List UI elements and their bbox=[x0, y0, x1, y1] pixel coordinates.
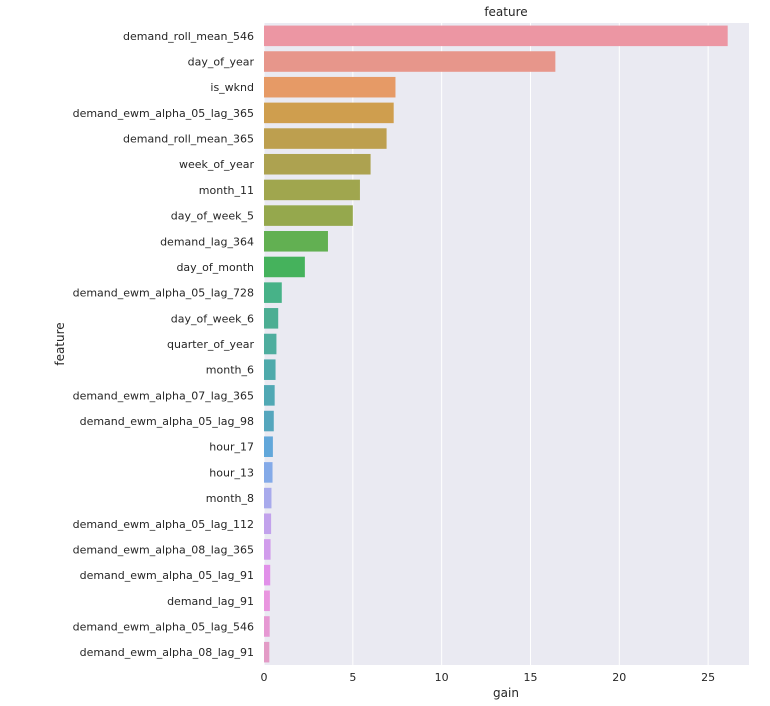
bar-demand_ewm_alpha_07_lag_365 bbox=[264, 385, 275, 406]
bar-month_8 bbox=[264, 487, 272, 509]
y-tick-label: demand_ewm_alpha_05_lag_546 bbox=[73, 620, 254, 633]
y-tick-label: demand_lag_364 bbox=[160, 235, 254, 248]
bar-hour_17 bbox=[264, 436, 273, 457]
y-tick-label: demand_ewm_alpha_08_lag_91 bbox=[80, 646, 254, 659]
x-tick-label: 15 bbox=[523, 671, 537, 684]
bar-is_wknd bbox=[264, 76, 396, 98]
y-tick-label: demand_roll_mean_365 bbox=[123, 133, 254, 146]
bar-week_of_year bbox=[264, 153, 371, 175]
y-tick-labels: demand_roll_mean_546 day_of_year is_wkndde… bbox=[73, 30, 255, 659]
y-tick-label: demand_ewm_alpha_05_lag_112 bbox=[73, 518, 254, 531]
bar-demand_roll_mean_546 bbox=[264, 25, 728, 47]
y-tick-label: demand_ewm_alpha_07_lag_365 bbox=[73, 389, 254, 402]
bar-day_of_week_6 bbox=[264, 308, 279, 329]
bar-quarter_of_year bbox=[264, 333, 277, 355]
bar-demand_ewm_alpha_05_lag_91 bbox=[264, 564, 271, 586]
y-tick-label: demand_ewm_alpha_05_lag_728 bbox=[73, 287, 254, 300]
bar-demand_ewm_alpha_05_lag_98 bbox=[264, 410, 274, 432]
y-tick-label: demand_roll_mean_546 bbox=[123, 30, 254, 43]
bar-demand_lag_364 bbox=[264, 231, 328, 252]
bar-demand_ewm_alpha_05_lag_728 bbox=[264, 282, 282, 303]
y-tick-label: month_6 bbox=[206, 364, 254, 377]
x-axis-label: gain bbox=[493, 686, 519, 700]
x-tick-label: 25 bbox=[701, 671, 715, 684]
bar-demand_lag_91 bbox=[264, 590, 270, 612]
y-tick-label: hour_17 bbox=[209, 441, 254, 454]
x-tick-label: 10 bbox=[435, 671, 449, 684]
bar-demand_ewm_alpha_05_lag_365 bbox=[264, 102, 394, 124]
y-tick-label: demand_lag_91 bbox=[167, 595, 254, 608]
bar-day_of_month bbox=[264, 256, 305, 278]
y-tick-label: hour_13 bbox=[209, 466, 254, 479]
y-tick-label: month_8 bbox=[206, 492, 254, 505]
bar-day_of_year bbox=[264, 51, 556, 72]
bar-demand_ewm_alpha_05_lag_546 bbox=[264, 616, 270, 637]
x-tick-labels: 0 5 10 15 20 25 bbox=[261, 671, 716, 684]
y-tick-label: demand_ewm_alpha_08_lag_365 bbox=[73, 543, 254, 556]
bar-month_11 bbox=[264, 179, 360, 201]
x-tick-label: 5 bbox=[349, 671, 356, 684]
bar-hour_13 bbox=[264, 462, 273, 483]
y-tick-label: is_wknd bbox=[210, 81, 254, 94]
x-tick-label: 0 bbox=[261, 671, 268, 684]
bars bbox=[264, 25, 728, 663]
bar-demand_ewm_alpha_05_lag_112 bbox=[264, 513, 272, 535]
y-tick-label: day_of_week_5 bbox=[171, 210, 254, 223]
y-tick-label: quarter_of_year bbox=[167, 338, 254, 351]
x-tick-label: 20 bbox=[612, 671, 626, 684]
y-tick-label: demand_ewm_alpha_05_lag_98 bbox=[80, 415, 254, 428]
y-tick-label: demand_ewm_alpha_05_lag_91 bbox=[80, 569, 254, 582]
y-tick-label: day_of_month bbox=[176, 261, 254, 274]
y-axis-label: feature bbox=[53, 322, 67, 365]
chart-title: feature bbox=[484, 5, 527, 19]
y-tick-label: day_of_year bbox=[188, 56, 255, 69]
bar-demand_ewm_alpha_08_lag_91 bbox=[264, 641, 270, 663]
y-tick-label: month_11 bbox=[199, 184, 254, 197]
y-tick-label: demand_ewm_alpha_05_lag_365 bbox=[73, 107, 254, 120]
bar-month_6 bbox=[264, 359, 276, 380]
bar-demand_roll_mean_365 bbox=[264, 128, 387, 149]
bar-day_of_week_5 bbox=[264, 205, 353, 226]
y-tick-label: week_of_year bbox=[179, 158, 255, 171]
y-tick-label: day_of_week_6 bbox=[171, 312, 254, 325]
bar-demand_ewm_alpha_08_lag_365 bbox=[264, 539, 271, 560]
